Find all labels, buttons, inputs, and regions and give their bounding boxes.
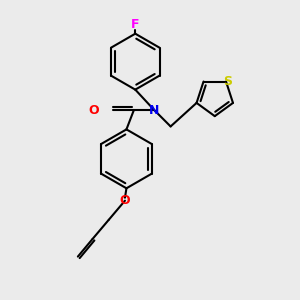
Text: F: F: [131, 18, 140, 32]
Text: S: S: [223, 75, 232, 88]
Text: O: O: [120, 194, 130, 207]
Text: O: O: [89, 104, 99, 117]
Text: N: N: [149, 104, 160, 117]
